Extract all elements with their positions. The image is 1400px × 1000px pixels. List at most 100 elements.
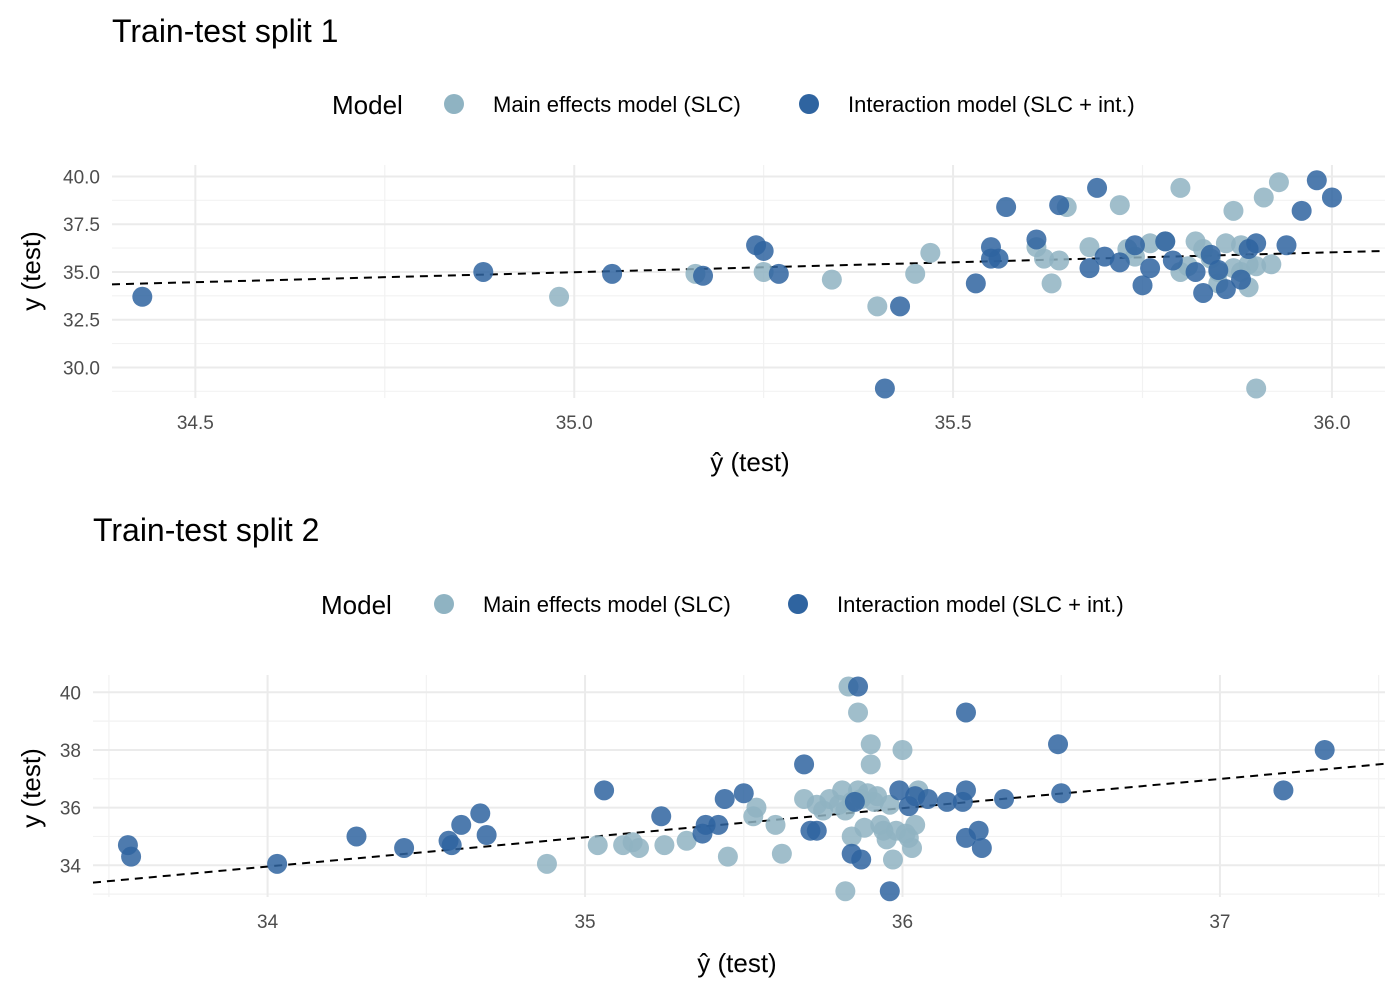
tick-labels: 34.5 35.0 35.5 36.0 30.0 32.5 35.0 37.5 40.0 — [63, 167, 1350, 434]
y-axis-title: y (test) — [16, 748, 46, 827]
data-point-main — [860, 754, 881, 775]
data-point-main — [860, 734, 881, 755]
data-point-interaction — [1051, 783, 1072, 804]
data-point-interaction — [346, 826, 367, 847]
data-point-main — [902, 837, 923, 858]
data-points — [132, 170, 1342, 399]
data-point-main — [1268, 172, 1289, 193]
data-point-main — [676, 830, 697, 851]
data-point-main — [905, 263, 926, 284]
x-tick-label: 36.0 — [1313, 413, 1350, 434]
trend-line — [92, 762, 1386, 884]
data-point-interaction — [1291, 200, 1312, 221]
y-tick-label: 34 — [60, 856, 82, 877]
x-tick-label: 37 — [1209, 912, 1230, 933]
data-point-interaction — [879, 881, 900, 902]
y-tick-label: 37.5 — [63, 215, 100, 236]
data-point-interaction — [1026, 229, 1047, 250]
data-point-interaction — [1124, 235, 1145, 256]
data-point-interaction — [121, 846, 142, 867]
legend-label-interaction: Interaction model (SLC + int.) — [848, 92, 1135, 117]
legend-label-main: Main effects model (SLC) — [493, 92, 741, 117]
legend-key-interaction — [788, 594, 808, 614]
legend: Model Main effects model (SLC) Interacti… — [332, 90, 1135, 120]
chart-panel-2: Train-test split 2 Model Main effects mo… — [16, 512, 1386, 978]
chart-panel-1: Train-test split 1 Model Main effects mo… — [16, 13, 1386, 477]
data-point-main — [1041, 273, 1062, 294]
data-point-interaction — [917, 788, 938, 809]
data-point-main — [1215, 233, 1236, 254]
x-tick-label: 34 — [257, 912, 279, 933]
data-point-main — [536, 853, 557, 874]
data-point-interaction — [996, 197, 1017, 218]
data-point-interaction — [394, 837, 415, 858]
data-point-interaction — [476, 825, 497, 846]
data-point-interaction — [1094, 246, 1115, 267]
chart-title: Train-test split 1 — [112, 13, 338, 49]
data-point-main — [753, 261, 774, 282]
x-tick-label: 35.0 — [556, 413, 593, 434]
data-point-interaction — [714, 788, 735, 809]
reference-line — [92, 762, 1386, 884]
data-point-interaction — [708, 814, 729, 835]
data-point-interaction — [1087, 177, 1108, 198]
data-point-main — [587, 835, 608, 856]
x-axis-title: ŷ (test) — [710, 447, 789, 477]
data-point-main — [821, 269, 842, 290]
data-point-interaction — [844, 791, 865, 812]
data-point-interaction — [965, 273, 986, 294]
data-point-main — [1261, 254, 1282, 275]
data-point-interaction — [1215, 279, 1236, 300]
data-point-main — [629, 837, 650, 858]
data-point-interaction — [794, 754, 815, 775]
data-point-interaction — [806, 820, 827, 841]
data-point-interaction — [602, 263, 623, 284]
data-point-main — [771, 843, 792, 864]
data-point-interaction — [473, 261, 494, 282]
data-point-main — [882, 849, 903, 870]
x-tick-label: 36 — [892, 912, 913, 933]
data-point-main — [717, 846, 738, 867]
data-point-interaction — [936, 791, 957, 812]
tick-labels: 34 35 36 37 34 36 38 40 — [60, 683, 1231, 933]
data-point-interaction — [1185, 261, 1206, 282]
data-point-interaction — [441, 835, 462, 856]
legend: Model Main effects model (SLC) Interacti… — [321, 590, 1124, 620]
data-point-main — [1034, 248, 1055, 269]
data-point-interaction — [971, 837, 992, 858]
x-axis-title: ŷ (test) — [697, 948, 776, 978]
y-axis-title: y (test) — [16, 231, 46, 310]
y-tick-label: 40.0 — [63, 167, 100, 188]
data-point-interaction — [1162, 250, 1183, 271]
data-point-interaction — [451, 814, 472, 835]
y-tick-label: 38 — [60, 741, 81, 762]
data-point-interaction — [470, 803, 491, 824]
data-point-main — [1079, 237, 1100, 258]
data-point-interaction — [1193, 282, 1214, 303]
data-point-interaction — [1200, 244, 1221, 265]
data-point-interaction — [768, 263, 789, 284]
data-point-main — [1223, 200, 1244, 221]
data-point-interaction — [1140, 258, 1161, 279]
data-point-main — [854, 817, 875, 838]
data-points — [117, 676, 1335, 902]
data-point-main — [765, 814, 786, 835]
data-point-interaction — [733, 783, 754, 804]
data-point-main — [892, 739, 913, 760]
data-point-interaction — [1109, 252, 1130, 273]
data-point-main — [879, 794, 900, 815]
reference-line — [111, 249, 1386, 286]
data-point-main — [848, 702, 869, 723]
data-point-main — [1170, 177, 1191, 198]
data-point-interaction — [1155, 231, 1176, 252]
legend-title: Model — [321, 590, 392, 620]
data-point-main — [549, 286, 570, 307]
data-point-interaction — [1321, 187, 1342, 208]
data-point-interaction — [988, 248, 1009, 269]
trend-line — [111, 249, 1386, 286]
data-point-main — [1253, 187, 1274, 208]
data-point-interaction — [1246, 233, 1267, 254]
data-point-interaction — [1231, 269, 1252, 290]
y-tick-label: 35.0 — [63, 263, 100, 284]
